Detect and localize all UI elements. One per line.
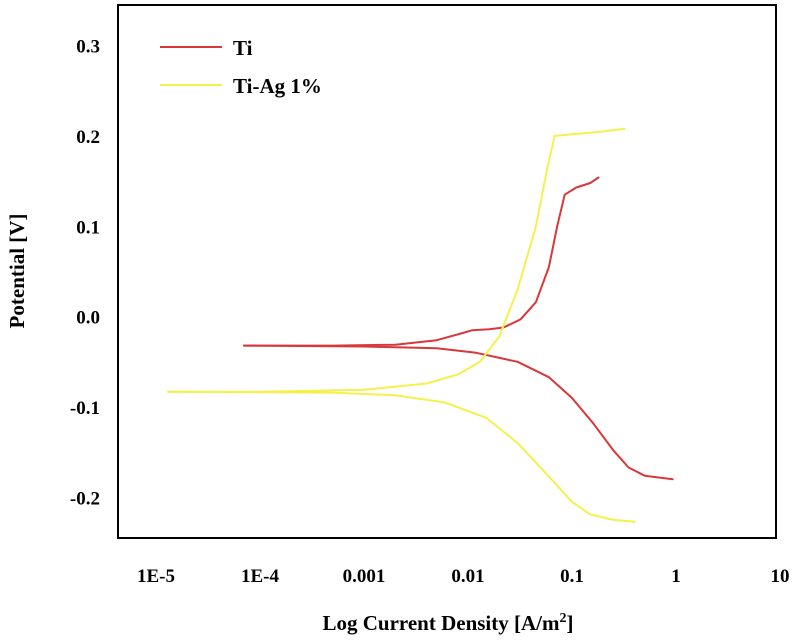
y-axis-ticks: 0.3 0.2 0.1 0.0 -0.1 -0.2 <box>70 37 100 510</box>
y-tick-label: 0.2 <box>76 127 100 148</box>
x-axis-title-main: Log Current Density [A/m <box>322 611 560 635</box>
y-tick-label: 0.0 <box>76 308 100 329</box>
x-tick-label: 1 <box>671 566 681 587</box>
y-axis-title: Potential [V] <box>5 214 29 329</box>
y-tick-label: 0.1 <box>76 217 100 238</box>
series-line-ti-cathodic <box>242 344 674 481</box>
x-axis-title-suffix: ] <box>567 611 574 635</box>
x-tick-label: 0.001 <box>343 566 386 587</box>
legend-label-ti: Ti <box>233 36 253 60</box>
x-tick-label: 1E-4 <box>241 566 280 587</box>
series-line-ti-ag-1-cathodic <box>166 390 636 523</box>
series-line-ti-anodic <box>242 176 600 347</box>
legend: Ti Ti-Ag 1% <box>160 36 322 98</box>
x-axis-ticks: 1E-5 1E-4 0.001 0.01 0.1 1 10 <box>137 566 790 587</box>
x-tick-label: 1E-5 <box>137 566 175 587</box>
plot-frame <box>117 4 777 539</box>
y-tick-label: -0.2 <box>70 488 100 509</box>
x-tick-label: 0.1 <box>560 566 584 587</box>
x-tick-label: 10 <box>771 566 790 587</box>
y-tick-label: -0.1 <box>70 398 100 419</box>
x-axis-title: Log Current Density [A/m2] <box>322 611 573 635</box>
series-line-ti-ag-1-anodic <box>166 127 626 393</box>
series-layer <box>166 127 674 523</box>
x-axis-title-sup: 2 <box>560 611 567 626</box>
legend-label-ti-ag: Ti-Ag 1% <box>233 74 322 98</box>
x-tick-label: 0.01 <box>451 566 484 587</box>
y-tick-label: 0.3 <box>76 37 100 58</box>
